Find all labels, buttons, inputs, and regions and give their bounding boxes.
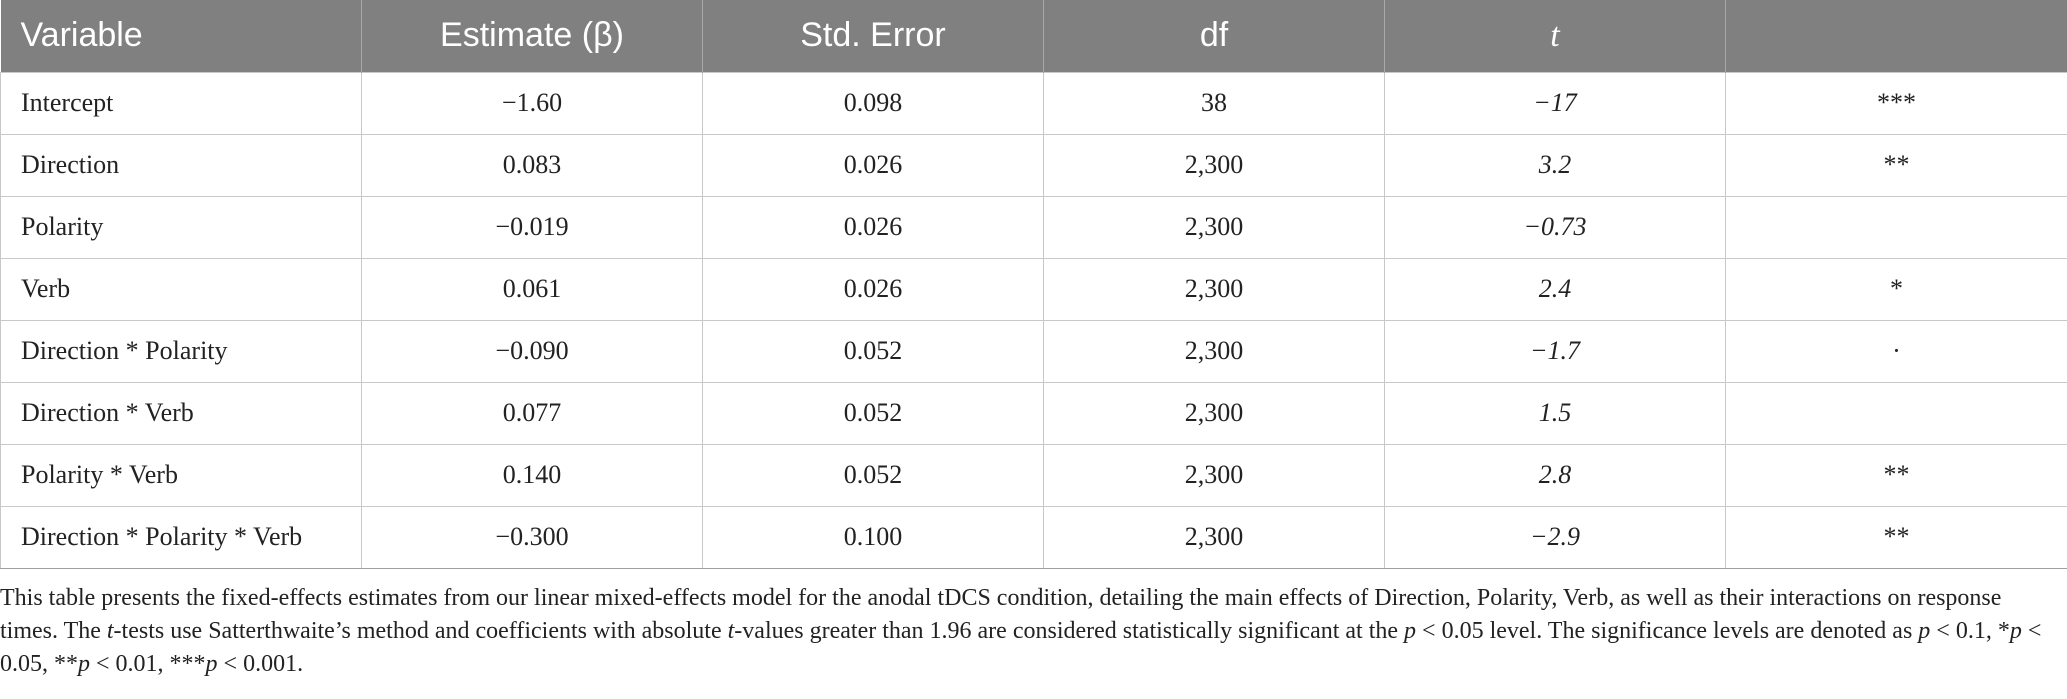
cell-std-error: 0.026	[702, 257, 1044, 321]
header-t: t	[1384, 0, 1726, 72]
cell-std-error: 0.026	[702, 133, 1044, 197]
cell-df: 2,300	[1043, 381, 1385, 445]
footnote-italic-p: p	[78, 651, 90, 677]
cell-df: 2,300	[1043, 505, 1385, 569]
cell-variable: Verb	[0, 257, 362, 321]
cell-df: 2,300	[1043, 319, 1385, 383]
cell-estimate: −0.300	[361, 505, 703, 569]
cell-std-error: 0.052	[702, 381, 1044, 445]
cell-significance: *	[1725, 257, 2067, 321]
cell-variable: Polarity * Verb	[0, 443, 362, 507]
footnote-text: -tests use Satterthwaite’s method and co…	[113, 618, 728, 644]
cell-t: −17	[1384, 71, 1726, 135]
cell-significance: **	[1725, 505, 2067, 569]
cell-significance: **	[1725, 133, 2067, 197]
footnote-text: < 0.001.	[217, 651, 304, 677]
table-footnote: This table presents the fixed-effects es…	[0, 582, 2050, 681]
cell-t: 1.5	[1384, 381, 1726, 445]
cell-std-error: 0.098	[702, 71, 1044, 135]
cell-variable: Polarity	[0, 195, 362, 259]
footnote-italic-p: p	[1918, 618, 1931, 644]
table-row: Polarity * Verb 0.140 0.052 2,300 2.8 **	[0, 443, 2067, 507]
footnote-text: < 0.05, **	[0, 618, 2042, 677]
table-row: Direction * Polarity −0.090 0.052 2,300 …	[0, 319, 2067, 383]
cell-estimate: −1.60	[361, 71, 703, 135]
footnote-italic-p: p	[205, 651, 218, 677]
cell-std-error: 0.052	[702, 319, 1044, 383]
cell-significance	[1725, 381, 2067, 445]
cell-estimate: 0.061	[361, 257, 703, 321]
cell-estimate: 0.140	[361, 443, 703, 507]
header-variable: Variable	[0, 0, 362, 72]
cell-significance: ·	[1725, 319, 2067, 383]
cell-std-error: 0.052	[702, 443, 1044, 507]
cell-estimate: 0.077	[361, 381, 703, 445]
footnote-text: < 0.05 level. The significance levels ar…	[1416, 618, 1919, 644]
footnote-text: -values greater than 1.96 are considered…	[734, 618, 1405, 644]
cell-variable: Direction * Polarity * Verb	[0, 505, 362, 569]
cell-std-error: 0.100	[702, 505, 1044, 569]
header-row: Variable Estimate (β) Std. Error df t	[0, 0, 2067, 72]
cell-estimate: −0.019	[361, 195, 703, 259]
header-std-error: Std. Error	[702, 0, 1044, 72]
results-table: Variable Estimate (β) Std. Error df t In…	[0, 0, 2067, 569]
table-header: Variable Estimate (β) Std. Error df t	[0, 0, 2067, 72]
cell-df: 2,300	[1043, 257, 1385, 321]
cell-variable: Direction	[0, 133, 362, 197]
table-row: Direction * Verb 0.077 0.052 2,300 1.5	[0, 381, 2067, 445]
cell-estimate: −0.090	[361, 319, 703, 383]
footnote-italic-p: p	[2009, 618, 2022, 644]
cell-significance	[1725, 195, 2067, 259]
cell-df: 2,300	[1043, 443, 1385, 507]
footnote-text: < 0.1, *	[1930, 618, 2010, 644]
footnote-italic-p: p	[1404, 618, 1417, 644]
cell-t: −1.7	[1384, 319, 1726, 383]
header-significance	[1726, 0, 2067, 72]
table-row: Direction 0.083 0.026 2,300 3.2 **	[0, 133, 2067, 197]
footnote-italic-t: t	[106, 618, 114, 644]
cell-std-error: 0.026	[702, 195, 1044, 259]
table-row: Verb 0.061 0.026 2,300 2.4 *	[0, 257, 2067, 321]
cell-t: −2.9	[1384, 505, 1726, 569]
cell-estimate: 0.083	[361, 133, 703, 197]
cell-significance: ***	[1725, 71, 2067, 135]
cell-t: 2.4	[1384, 257, 1726, 321]
header-estimate: Estimate (β)	[361, 0, 703, 72]
footnote-text: < 0.01, ***	[90, 651, 206, 677]
cell-t: 2.8	[1384, 443, 1726, 507]
cell-variable: Direction * Polarity	[0, 319, 362, 383]
footnote-italic-t: t	[727, 618, 735, 644]
table-row: Polarity −0.019 0.026 2,300 −0.73	[0, 195, 2067, 259]
cell-t: −0.73	[1384, 195, 1726, 259]
table-row: Direction * Polarity * Verb −0.300 0.100…	[0, 505, 2067, 569]
cell-df: 2,300	[1043, 195, 1385, 259]
cell-df: 2,300	[1043, 133, 1385, 197]
cell-variable: Intercept	[0, 71, 362, 135]
cell-variable: Direction * Verb	[0, 381, 362, 445]
table-row: Intercept −1.60 0.098 38 −17 ***	[0, 71, 2067, 135]
cell-significance: **	[1725, 443, 2067, 507]
header-df: df	[1043, 0, 1385, 72]
cell-t: 3.2	[1384, 133, 1726, 197]
footnote-text: This table presents the fixed-effects es…	[0, 585, 2002, 644]
cell-df: 38	[1043, 71, 1385, 135]
table-body: Intercept −1.60 0.098 38 −17 *** Directi…	[0, 71, 2067, 569]
